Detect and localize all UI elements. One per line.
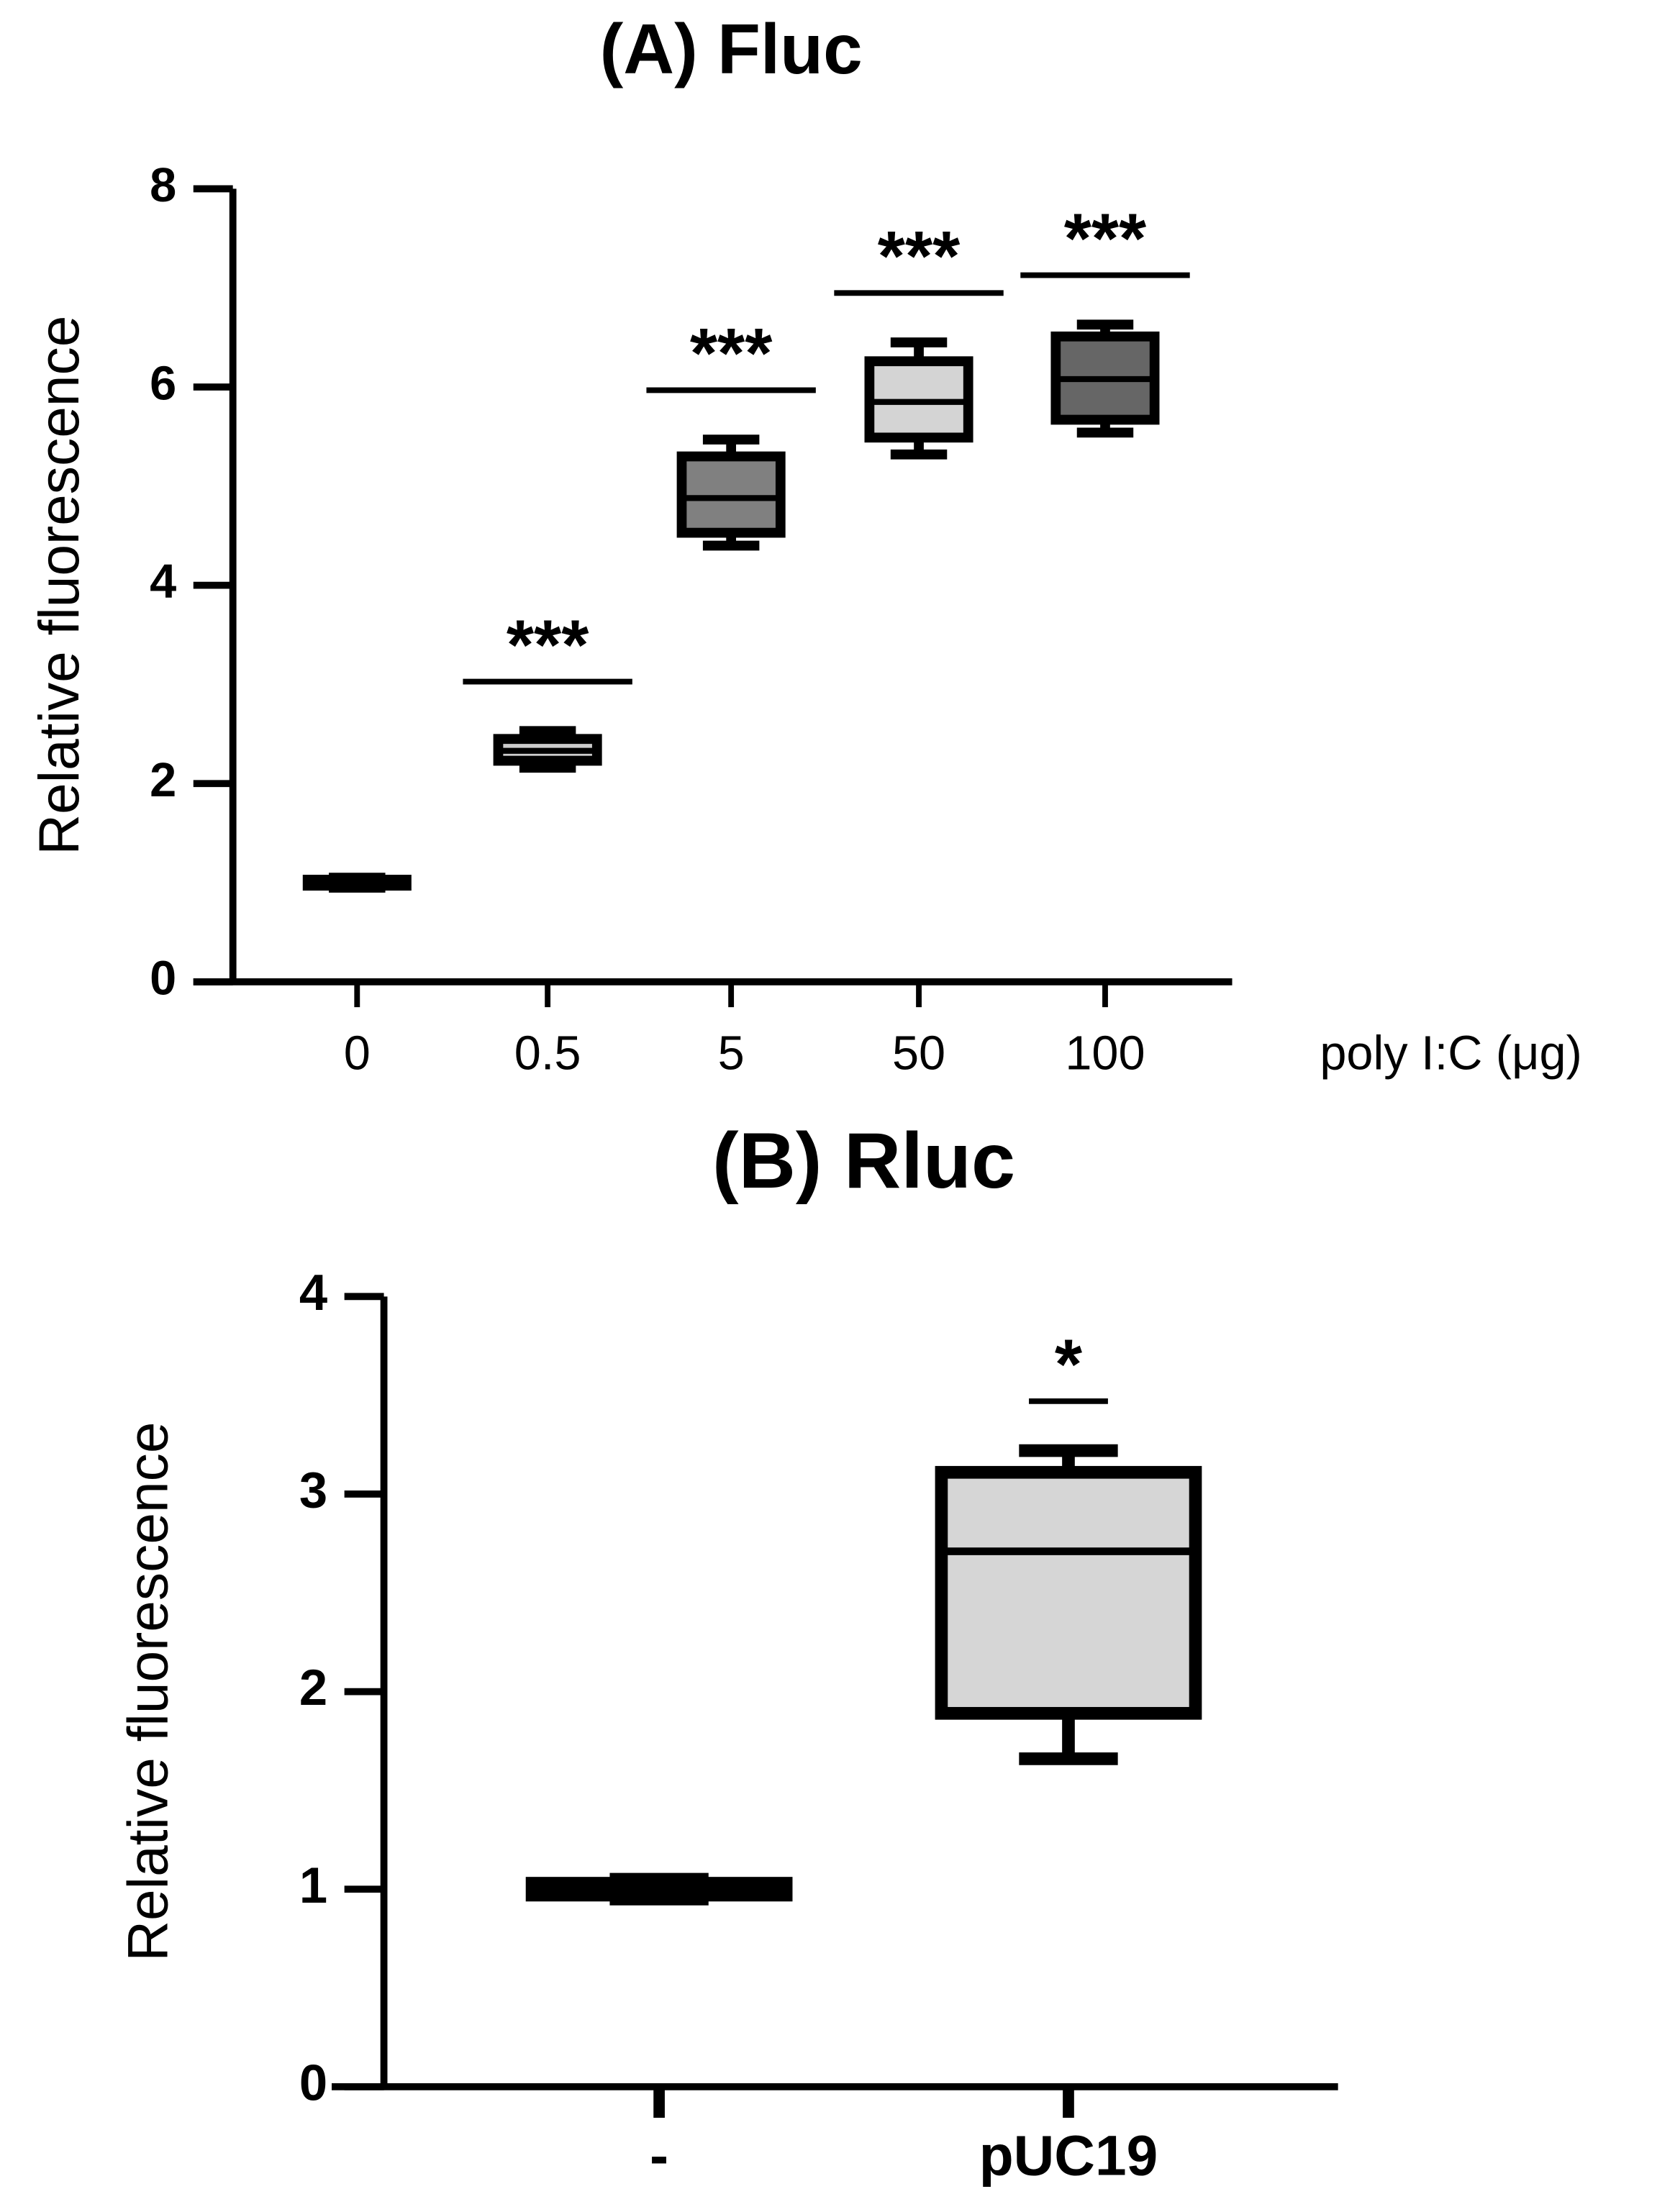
box [676,451,786,538]
y-tick-label: 0 [299,2054,327,2111]
x-tick-label: 0.5 [514,1027,581,1080]
y-axis-label: Relative fluorescence [117,1422,180,1962]
chart-title: (B) Rluc [712,1117,1015,1205]
significance-label: *** [878,217,961,296]
x-tick-label: 0 [344,1027,371,1080]
y-tick-label: 0 [150,952,176,1005]
significance-label: *** [507,605,589,684]
chart-title: (A) Fluc [600,9,863,88]
y-tick-label: 1 [299,1857,327,1913]
significance-label: *** [690,314,773,393]
significance-label: *** [1064,199,1147,278]
y-tick-label: 3 [299,1462,327,1519]
y-tick-label: 2 [150,754,176,807]
y-tick-label: 2 [299,1659,327,1716]
y-axis-label: Relative fluorescence [27,316,91,855]
y-tick-label: 4 [299,1264,327,1321]
x-axis-label: poly I:C (μg) [1320,1027,1582,1080]
box [935,1465,1202,1720]
x-tick-label: 50 [892,1027,945,1080]
whisker-lower [1019,1713,1118,1765]
x-tick-label: 5 [718,1027,745,1080]
y-tick-label: 6 [150,358,176,411]
y-tick-label: 8 [150,159,176,212]
x-tick-label: - [650,2124,668,2188]
significance-label: * [1055,1325,1083,1404]
x-tick-label: 100 [1065,1027,1145,1080]
x-tick-label: pUC19 [979,2124,1158,2188]
y-tick-label: 4 [150,555,176,609]
